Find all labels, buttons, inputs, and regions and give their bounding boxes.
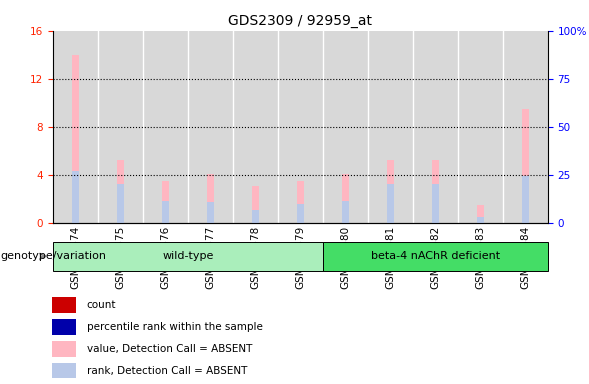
Bar <box>342 174 349 223</box>
Bar <box>52 341 77 356</box>
Text: percentile rank within the sample: percentile rank within the sample <box>87 322 263 332</box>
Bar <box>297 181 304 223</box>
Text: wild-type: wild-type <box>162 251 214 262</box>
Bar <box>387 184 393 223</box>
Bar <box>432 184 439 223</box>
Text: beta-4 nAChR deficient: beta-4 nAChR deficient <box>370 251 500 262</box>
Bar <box>52 363 77 379</box>
Bar <box>458 31 503 223</box>
Bar <box>143 31 188 223</box>
Bar <box>323 31 368 223</box>
Bar <box>98 31 143 223</box>
Bar <box>503 31 548 223</box>
Bar <box>117 184 124 223</box>
Bar <box>162 201 169 223</box>
Bar <box>52 297 77 313</box>
Bar <box>207 174 214 223</box>
Bar <box>72 55 79 223</box>
Bar <box>413 31 458 223</box>
Bar <box>297 204 304 223</box>
Bar <box>72 171 79 223</box>
Title: GDS2309 / 92959_at: GDS2309 / 92959_at <box>229 14 372 28</box>
Bar <box>368 31 413 223</box>
Text: genotype/variation: genotype/variation <box>1 251 107 262</box>
Bar <box>252 185 259 223</box>
Bar <box>52 319 77 334</box>
Bar <box>233 31 278 223</box>
FancyBboxPatch shape <box>53 242 323 271</box>
Text: rank, Detection Call = ABSENT: rank, Detection Call = ABSENT <box>87 366 247 376</box>
Bar <box>278 31 323 223</box>
Bar <box>53 31 98 223</box>
Bar <box>522 109 529 223</box>
Bar <box>252 210 259 223</box>
Bar <box>207 202 214 223</box>
Bar <box>117 161 124 223</box>
Bar <box>477 205 484 223</box>
Text: value, Detection Call = ABSENT: value, Detection Call = ABSENT <box>87 344 252 354</box>
Bar <box>432 161 439 223</box>
Bar <box>342 201 349 223</box>
FancyBboxPatch shape <box>323 242 548 271</box>
Text: count: count <box>87 300 117 310</box>
Bar <box>522 176 529 223</box>
Bar <box>188 31 233 223</box>
Bar <box>477 217 484 223</box>
Bar <box>162 181 169 223</box>
Bar <box>387 161 393 223</box>
